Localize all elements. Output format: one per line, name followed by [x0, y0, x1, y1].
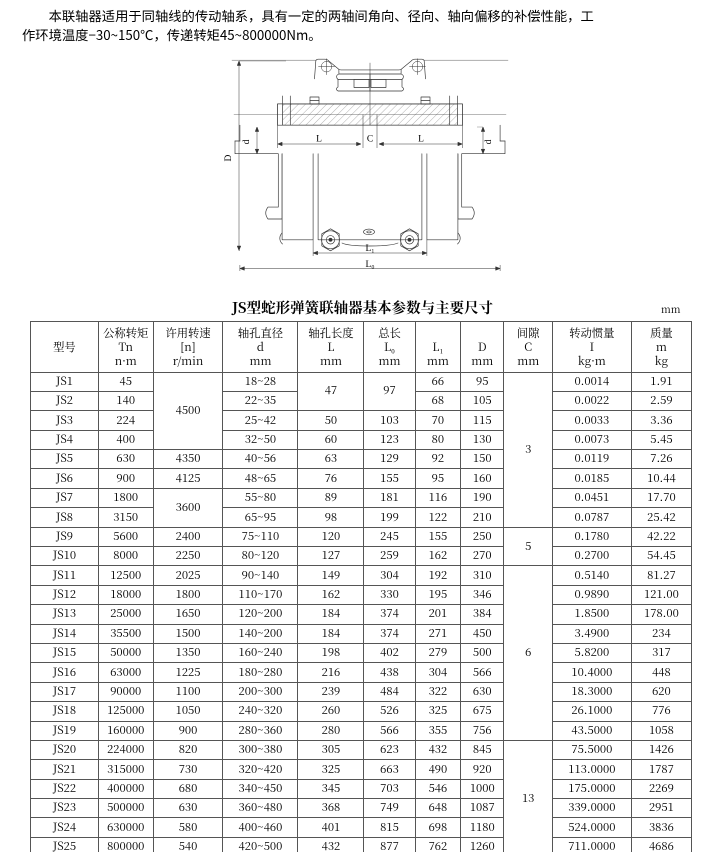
svg-text:C: C	[367, 135, 373, 145]
svg-text:L₀: L₀	[365, 260, 374, 270]
svg-text:L: L	[316, 135, 322, 145]
svg-text:d: d	[242, 139, 252, 144]
svg-text:d: d	[484, 139, 494, 144]
svg-text:L: L	[418, 135, 424, 145]
svg-text:D: D	[224, 154, 234, 161]
svg-text:L₁: L₁	[365, 244, 374, 254]
